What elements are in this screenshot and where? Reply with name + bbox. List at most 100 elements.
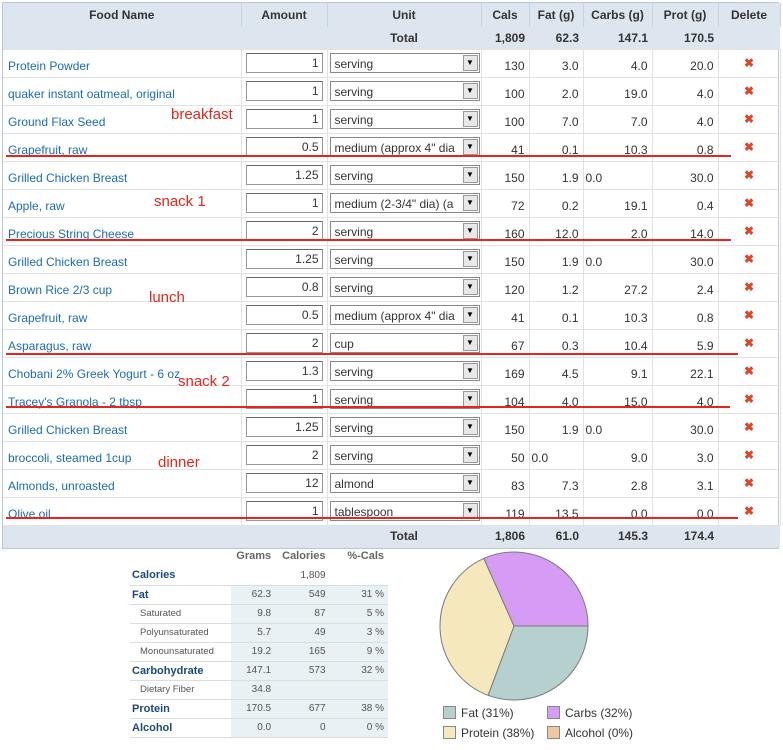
chevron-down-icon[interactable]: ▼ (462, 251, 478, 267)
unit-select[interactable]: cup ▼ (329, 333, 480, 353)
close-x-icon[interactable]: ✖ (743, 224, 755, 238)
amount-input[interactable]: 2 (245, 445, 323, 465)
col-fat[interactable]: Fat (g) (529, 3, 584, 27)
unit-select[interactable]: medium (approx 4" dia ▼ (329, 137, 480, 157)
close-x-icon[interactable]: ✖ (743, 84, 755, 98)
chevron-down-icon[interactable]: ▼ (462, 391, 478, 407)
close-x-icon[interactable]: ✖ (743, 140, 755, 154)
col-amount[interactable]: Amount (241, 3, 328, 27)
close-x-icon[interactable]: ✖ (743, 504, 755, 518)
food-name-link[interactable]: Grilled Chicken Breast (3, 413, 242, 442)
fat-value: 0.3 (529, 329, 584, 358)
close-x-icon[interactable]: ✖ (743, 308, 755, 322)
total-prot: 170.5 (652, 27, 718, 50)
food-name-link[interactable]: Grilled Chicken Breast (3, 245, 242, 274)
col-unit[interactable]: Unit (327, 3, 482, 27)
close-x-icon[interactable]: ✖ (743, 392, 755, 406)
unit-select[interactable]: serving ▼ (329, 109, 480, 129)
amount-input[interactable]: 12 (245, 473, 323, 493)
close-x-icon[interactable]: ✖ (743, 364, 755, 378)
close-x-icon[interactable]: ✖ (743, 420, 755, 434)
close-x-icon[interactable]: ✖ (743, 168, 755, 182)
col-carbs[interactable]: Carbs (g) (583, 3, 653, 27)
amount-input[interactable]: 2 (245, 221, 323, 241)
chevron-down-icon[interactable]: ▼ (462, 167, 478, 183)
cals-value: 50 (481, 441, 530, 470)
food-name-link[interactable]: broccoli, steamed 1cup (3, 441, 242, 470)
unit-select[interactable]: tablespoon ▼ (329, 501, 480, 521)
amount-input[interactable]: 1 (245, 109, 323, 129)
amount-input[interactable]: 2 (245, 333, 323, 353)
food-name-link[interactable]: Tracey's Granola - 2 tbsp (3, 385, 242, 414)
chevron-down-icon[interactable]: ▼ (462, 279, 478, 295)
amount-input[interactable]: 1 (245, 53, 323, 73)
close-x-icon[interactable]: ✖ (743, 252, 755, 266)
food-name-link[interactable]: Protein Powder (3, 49, 242, 78)
food-name-link[interactable]: Almonds, unroasted (3, 469, 242, 498)
legend-swatch (443, 706, 456, 719)
legend-swatch (547, 726, 560, 739)
unit-select[interactable]: serving ▼ (329, 249, 480, 269)
unit-select[interactable]: medium (approx 4" dia ▼ (329, 305, 480, 325)
unit-select[interactable]: serving ▼ (329, 277, 480, 297)
chevron-down-icon[interactable]: ▼ (462, 83, 478, 99)
food-name-link[interactable]: Olive oil (3, 497, 242, 526)
amount-input[interactable]: 1.25 (245, 417, 323, 437)
unit-select[interactable]: medium (2-3/4" dia) (a ▼ (329, 193, 480, 213)
amount-input[interactable]: 1 (245, 81, 323, 101)
close-x-icon[interactable]: ✖ (743, 448, 755, 462)
chevron-down-icon[interactable]: ▼ (462, 335, 478, 351)
amount-input[interactable]: 0.5 (245, 137, 323, 157)
nutrition-row: Saturated 9.8 87 5 % (130, 604, 388, 624)
unit-select[interactable]: serving ▼ (329, 445, 480, 465)
food-name-link[interactable]: Apple, raw (3, 189, 242, 218)
amount-input[interactable]: 1 (245, 193, 323, 213)
chevron-down-icon[interactable]: ▼ (462, 195, 478, 211)
amount-input[interactable]: 0.5 (245, 305, 323, 325)
chevron-down-icon[interactable]: ▼ (462, 419, 478, 435)
unit-select[interactable]: serving ▼ (329, 389, 480, 409)
chevron-down-icon[interactable]: ▼ (462, 111, 478, 127)
carbs-value: 15.0 (583, 385, 653, 414)
food-name-link[interactable]: Asparagus, raw (3, 329, 242, 358)
amount-input[interactable]: 1.3 (245, 361, 323, 381)
col-cals[interactable]: Cals (481, 3, 530, 27)
chevron-down-icon[interactable]: ▼ (462, 139, 478, 155)
amount-input[interactable]: 0.8 (245, 277, 323, 297)
chevron-down-icon[interactable]: ▼ (462, 447, 478, 463)
col-food-name[interactable]: Food Name (3, 3, 242, 27)
close-x-icon[interactable]: ✖ (743, 336, 755, 350)
close-x-icon[interactable]: ✖ (743, 56, 755, 70)
close-x-icon[interactable]: ✖ (743, 112, 755, 126)
amount-input[interactable]: 1.25 (245, 249, 323, 269)
chevron-down-icon[interactable]: ▼ (462, 223, 478, 239)
col-prot[interactable]: Prot (g) (652, 3, 719, 27)
unit-select[interactable]: almond ▼ (329, 473, 480, 493)
food-name-link[interactable]: Chobani 2% Greek Yogurt - 6 oz (3, 357, 242, 386)
amount-input[interactable]: 1 (245, 389, 323, 409)
chevron-down-icon[interactable]: ▼ (462, 475, 478, 491)
food-name-link[interactable]: quaker instant oatmeal, original (3, 77, 242, 106)
close-x-icon[interactable]: ✖ (743, 196, 755, 210)
unit-select[interactable]: serving ▼ (329, 361, 480, 381)
food-name-link[interactable]: Grapefruit, raw (3, 301, 242, 330)
nutrient-calories: 87 (275, 604, 330, 624)
food-row: Grilled Chicken Breast 1.25 serving ▼ 150 1.9… (3, 413, 781, 442)
chevron-down-icon[interactable]: ▼ (462, 55, 478, 71)
unit-select[interactable]: serving ▼ (329, 81, 480, 101)
close-x-icon[interactable]: ✖ (743, 280, 755, 294)
chevron-down-icon[interactable]: ▼ (462, 363, 478, 379)
chevron-down-icon[interactable]: ▼ (462, 307, 478, 323)
nutrient-pct: 31 % (329, 585, 388, 605)
amount-input[interactable]: 1 (245, 501, 323, 521)
unit-select[interactable]: serving ▼ (329, 417, 480, 437)
unit-select[interactable]: serving ▼ (329, 221, 480, 241)
food-name-link[interactable]: Brown Rice 2/3 cup (3, 273, 242, 302)
close-x-icon[interactable]: ✖ (743, 476, 755, 490)
unit-select[interactable]: serving ▼ (329, 165, 480, 185)
amount-input[interactable]: 1.25 (245, 165, 323, 185)
unit-select[interactable]: serving ▼ (329, 53, 480, 73)
food-name-link[interactable]: Ground Flax Seed (3, 105, 242, 134)
food-name-link[interactable]: Grilled Chicken Breast (3, 161, 242, 190)
prot-value: 3.0 (652, 441, 719, 470)
